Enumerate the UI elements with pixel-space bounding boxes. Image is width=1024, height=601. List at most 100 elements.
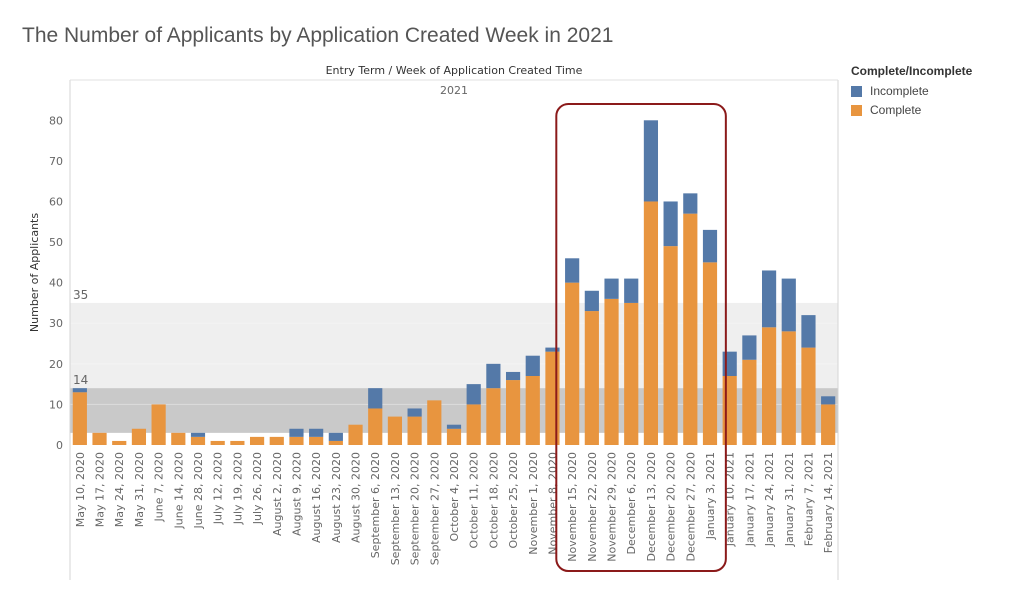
bar-incomplete-24[interactable] xyxy=(545,347,560,352)
bar-incomplete-17[interactable] xyxy=(407,408,422,417)
x-tick-label-8: July 19, 2020 xyxy=(231,452,244,525)
bar-incomplete-12[interactable] xyxy=(309,428,324,437)
bar-incomplete-37[interactable] xyxy=(801,315,816,348)
bar-incomplete-29[interactable] xyxy=(643,120,659,202)
bar-complete-10[interactable] xyxy=(269,436,284,445)
bar-complete-6[interactable] xyxy=(190,436,206,445)
bar-complete-35[interactable] xyxy=(761,327,777,445)
bar-complete-30[interactable] xyxy=(663,246,678,445)
y-axis-label: Number of Applicants xyxy=(28,213,41,332)
bar-complete-1[interactable] xyxy=(92,432,107,445)
bar-complete-9[interactable] xyxy=(249,436,265,445)
legend-item-complete[interactable]: Complete xyxy=(851,103,972,117)
x-tick-label-27: November 29, 2020 xyxy=(606,452,619,562)
x-tick-label-3: May 31, 2020 xyxy=(133,452,146,527)
x-tick-label-24: November 8, 2020 xyxy=(546,452,559,555)
bar-incomplete-11[interactable] xyxy=(289,428,304,437)
bar-complete-7[interactable] xyxy=(210,440,225,445)
bar-complete-22[interactable] xyxy=(505,380,521,445)
bar-complete-8[interactable] xyxy=(230,440,245,445)
x-tick-label-38: February 14, 2021 xyxy=(822,452,835,553)
bar-complete-25[interactable] xyxy=(565,282,580,445)
x-tick-label-16: September 13, 2020 xyxy=(389,452,402,565)
bar-incomplete-31[interactable] xyxy=(683,193,698,214)
bar-complete-13[interactable] xyxy=(328,440,343,445)
x-tick-label-9: July 26, 2020 xyxy=(251,452,264,525)
bar-incomplete-22[interactable] xyxy=(505,371,521,381)
bar-incomplete-35[interactable] xyxy=(761,270,777,328)
bar-incomplete-26[interactable] xyxy=(584,290,599,312)
bar-incomplete-30[interactable] xyxy=(663,201,678,247)
bar-complete-2[interactable] xyxy=(112,440,127,445)
bar-incomplete-21[interactable] xyxy=(486,363,501,389)
bar-incomplete-19[interactable] xyxy=(446,424,462,429)
bar-complete-14[interactable] xyxy=(348,424,363,445)
bar-incomplete-34[interactable] xyxy=(742,335,757,360)
bar-complete-24[interactable] xyxy=(545,351,560,445)
bar-complete-15[interactable] xyxy=(368,408,383,445)
bar-incomplete-25[interactable] xyxy=(565,258,580,283)
bar-complete-0[interactable] xyxy=(72,392,87,445)
legend-item-incomplete[interactable]: Incomplete xyxy=(851,84,972,98)
bar-complete-36[interactable] xyxy=(781,331,796,445)
bar-complete-5[interactable] xyxy=(171,432,186,445)
column-header-year: 2021 xyxy=(440,84,468,97)
bar-complete-34[interactable] xyxy=(742,359,757,445)
bar-complete-3[interactable] xyxy=(131,428,147,445)
x-tick-label-32: January 3, 2021 xyxy=(704,452,717,540)
bar-incomplete-6[interactable] xyxy=(190,432,206,437)
y-tick-label-1: 10 xyxy=(49,398,63,411)
bar-complete-17[interactable] xyxy=(407,416,422,445)
bar-complete-37[interactable] xyxy=(801,347,816,445)
bar-complete-38[interactable] xyxy=(821,404,836,445)
legend-label-complete: Complete xyxy=(870,103,922,117)
bar-complete-4[interactable] xyxy=(151,404,166,445)
y-tick-label-3: 30 xyxy=(49,317,63,330)
bar-incomplete-38[interactable] xyxy=(821,396,836,405)
bar-complete-32[interactable] xyxy=(702,262,718,445)
legend-title: Complete/Incomplete xyxy=(851,64,973,78)
x-tick-label-17: September 20, 2020 xyxy=(409,452,422,565)
x-tick-label-1: May 17, 2020 xyxy=(94,452,107,527)
legend-label-incomplete: Incomplete xyxy=(870,84,929,98)
reference-band-label-1: 14 xyxy=(73,373,88,387)
bar-complete-27[interactable] xyxy=(604,298,619,445)
bar-incomplete-15[interactable] xyxy=(368,388,383,409)
bar-incomplete-32[interactable] xyxy=(702,229,718,263)
reference-band-label-0: 35 xyxy=(73,288,88,302)
bar-complete-16[interactable] xyxy=(387,416,403,445)
bar-incomplete-0[interactable] xyxy=(72,388,87,393)
bar-incomplete-27[interactable] xyxy=(604,278,619,299)
bar-incomplete-36[interactable] xyxy=(781,278,796,332)
x-tick-label-22: October 25, 2020 xyxy=(507,452,520,549)
x-tick-label-37: February 7, 2021 xyxy=(802,452,815,546)
x-tick-label-14: August 30, 2020 xyxy=(350,452,363,543)
bar-complete-31[interactable] xyxy=(683,213,698,445)
x-tick-label-35: January 24, 2021 xyxy=(763,452,776,547)
legend-swatch-incomplete xyxy=(851,85,862,97)
bar-complete-21[interactable] xyxy=(486,388,501,445)
bar-incomplete-20[interactable] xyxy=(466,384,481,405)
bar-complete-26[interactable] xyxy=(584,311,599,445)
bar-incomplete-13[interactable] xyxy=(328,432,343,441)
bar-complete-18[interactable] xyxy=(427,400,442,445)
bar-incomplete-33[interactable] xyxy=(722,351,737,376)
bar-complete-12[interactable] xyxy=(309,436,324,445)
x-tick-label-29: December 13, 2020 xyxy=(645,452,658,562)
bar-complete-23[interactable] xyxy=(525,376,540,445)
bar-incomplete-23[interactable] xyxy=(525,355,540,376)
bar-incomplete-28[interactable] xyxy=(624,278,639,303)
bar-complete-33[interactable] xyxy=(722,376,737,445)
x-tick-label-28: December 6, 2020 xyxy=(625,452,638,555)
x-tick-label-36: January 31, 2021 xyxy=(783,452,796,547)
bar-complete-20[interactable] xyxy=(466,404,481,445)
bar-complete-29[interactable] xyxy=(643,201,659,445)
bar-complete-28[interactable] xyxy=(624,302,639,445)
y-tick-label-4: 40 xyxy=(49,277,63,290)
bar-complete-19[interactable] xyxy=(446,428,462,445)
x-tick-label-12: August 16, 2020 xyxy=(310,452,323,543)
bar-complete-11[interactable] xyxy=(289,436,304,445)
x-tick-label-6: June 28, 2020 xyxy=(192,452,205,529)
x-axis-ticks: May 10, 2020 May 17, 2020 May 24, 2020 May … xyxy=(74,452,835,565)
y-tick-label-5: 50 xyxy=(49,236,63,249)
